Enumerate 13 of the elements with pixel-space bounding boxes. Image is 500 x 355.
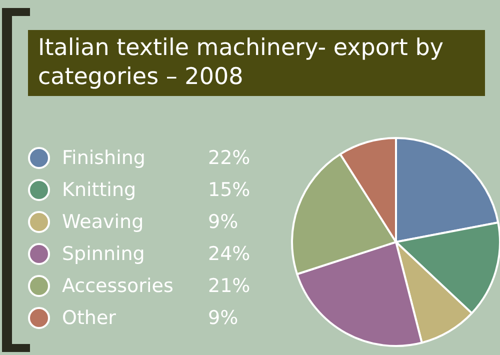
legend-label: Spinning (62, 243, 146, 265)
legend-label: Other (62, 307, 117, 329)
data-label: 15% (208, 179, 250, 201)
data-label: 9% (208, 307, 238, 329)
data-label: 24% (208, 243, 250, 265)
data-label: 9% (208, 211, 238, 233)
legend-label: Weaving (62, 211, 145, 233)
data-label: 22% (208, 147, 250, 169)
chart-title: Italian textile machinery- export by categories – 2008 (28, 30, 485, 96)
data-label: 21% (208, 275, 250, 297)
legend-label: Finishing (62, 147, 146, 169)
legend-label: Accessories (62, 275, 174, 297)
legend-label: Knitting (62, 179, 138, 201)
